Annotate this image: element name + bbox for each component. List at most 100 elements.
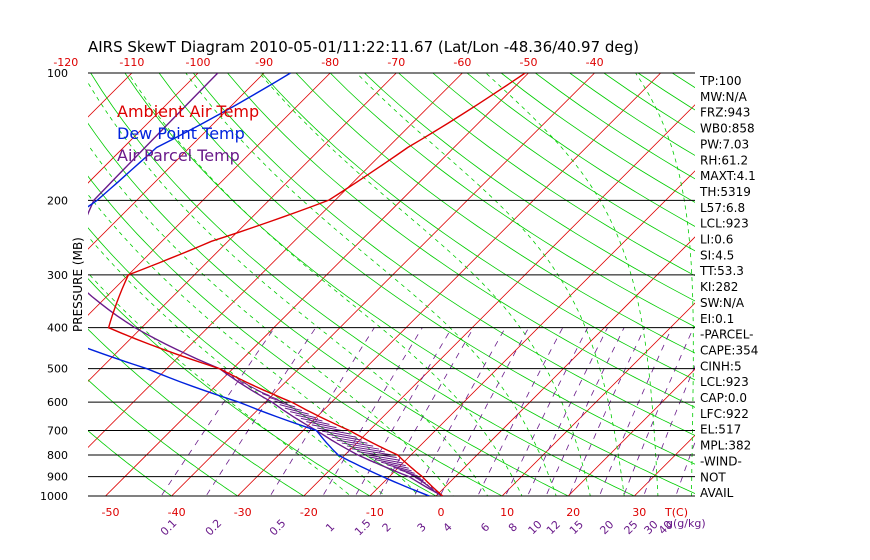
dry-adiabat-line <box>88 328 305 496</box>
hatch-mark <box>279 404 303 412</box>
stat-line: CINH:5 <box>700 359 742 373</box>
stat-line: FRZ:943 <box>700 106 750 120</box>
isotherm-line <box>435 236 695 496</box>
moist-adiabat-line <box>185 73 557 496</box>
moist-adiabat-line <box>635 73 694 496</box>
stat-line: TH:5319 <box>699 185 751 199</box>
dry-adiabat-line <box>364 73 695 302</box>
mixing-ratio-line <box>527 327 608 496</box>
mixing-ratio-line <box>623 327 694 496</box>
hatch-mark <box>326 433 362 441</box>
legend-entry: Dew Point Temp <box>117 124 245 143</box>
stat-line: MAXT:4.1 <box>700 169 756 183</box>
stat-line: EI:0.1 <box>700 312 734 326</box>
top-temp-tick-label: -70 <box>387 56 405 69</box>
mixing-ratio-tick-label: 1.5 <box>352 517 374 539</box>
stat-line: RH:61.2 <box>700 153 748 167</box>
mixing-ratio-tick-label: 0.1 <box>158 517 180 539</box>
top-temp-tick-label: -110 <box>119 56 144 69</box>
stat-line: CAP:0.0 <box>700 391 747 405</box>
mixing-ratio-tick-label: 20 <box>597 518 616 537</box>
top-temp-tick-label: -90 <box>255 56 273 69</box>
pressure-tick-label: 1000 <box>40 490 68 503</box>
mixing-ratio-line <box>354 327 453 496</box>
isotherm-line <box>88 73 331 316</box>
stat-line: LFC:922 <box>700 407 749 421</box>
pressure-tick-label: 500 <box>47 363 68 376</box>
top-temp-tick-label: -60 <box>453 56 471 69</box>
mixing-ratio-tick-label: 4 <box>441 520 455 534</box>
pressure-tick-label: 400 <box>47 322 68 335</box>
hatch-mark <box>306 421 337 429</box>
moist-adiabat-line <box>88 235 386 496</box>
mixing-ratio-tick-label: 15 <box>567 518 586 537</box>
pressure-tick-label: 300 <box>47 269 68 282</box>
moist-adiabat-line <box>88 193 420 496</box>
bottom-temp-tick-label: -20 <box>300 506 318 519</box>
mixing-ratio-line <box>205 327 317 496</box>
bottom-temp-tick-label: 20 <box>566 506 580 519</box>
hatch-mark <box>311 424 344 432</box>
stat-line: LCL:923 <box>700 217 749 231</box>
moist-adiabat-line <box>485 73 659 496</box>
hatch-mark <box>410 474 424 482</box>
bottom-temp-tick-label: -50 <box>102 506 120 519</box>
mixing-ratio-tick-label: 6 <box>478 520 492 534</box>
top-temp-tick-label: -40 <box>586 56 604 69</box>
pressure-tick-label: 700 <box>47 424 68 437</box>
dry-adiabat-line <box>192 73 695 436</box>
isotherm-line <box>171 73 595 496</box>
stat-line: SW:N/A <box>700 296 745 310</box>
mixing-ratio-tick-label: 25 <box>622 518 641 537</box>
bottom-temp-tick-label: -10 <box>366 506 384 519</box>
pressure-tick-label: 600 <box>47 396 68 409</box>
mixing-ratio-line <box>439 327 529 496</box>
hatch-mark <box>341 442 380 450</box>
bottom-temp-tick-label: -30 <box>234 506 252 519</box>
dry-adiabat-line <box>398 73 695 277</box>
hatch-mark <box>346 445 385 453</box>
mixing-ratio-tick-label: 0.2 <box>203 517 225 539</box>
moist-adiabat-line <box>127 73 523 496</box>
isotherm-line <box>567 368 695 496</box>
hatch-mark <box>300 417 330 425</box>
stat-line: SI:4.5 <box>700 248 734 262</box>
moist-adiabat-line <box>88 144 454 496</box>
profile-series <box>88 73 526 496</box>
series-line <box>88 73 443 496</box>
dry-adiabat-line <box>88 430 173 496</box>
legend-entry: Air Parcel Temp <box>117 146 240 165</box>
dry-adiabat-line <box>88 122 570 496</box>
stat-line: L57:6.8 <box>700 201 745 215</box>
dry-adiabat-line <box>90 73 636 496</box>
mixing-ratio-tick-label: 10 <box>526 518 545 537</box>
isotherm-line <box>88 73 265 250</box>
dry-adiabat-line <box>432 73 695 252</box>
chart-title: AIRS SkewT Diagram 2010-05-01/11:22:11.6… <box>88 38 639 56</box>
top-temp-tick-label: -100 <box>186 56 211 69</box>
isotherm-line <box>303 104 695 496</box>
mixing-ratio-line <box>322 327 423 496</box>
mixing-ratio-line <box>505 327 588 496</box>
hatch-mark <box>374 459 406 467</box>
isotherm-line <box>758 73 870 505</box>
moist-adiabat-line <box>356 73 625 496</box>
bottom-temp-tick-label: 0 <box>438 506 445 519</box>
hatch-mark <box>331 436 368 444</box>
moist-adiabat-line <box>88 272 352 496</box>
y-axis-label: PRESSURE (MB) <box>71 237 85 332</box>
stat-line: TP:100 <box>699 74 742 88</box>
mixing-ratio-line <box>598 327 673 496</box>
hatch-mark <box>368 456 403 464</box>
stat-line: MW:N/A <box>700 90 748 104</box>
series-line <box>107 73 526 496</box>
dry-adiabat-line <box>227 73 695 408</box>
mixing-ratio-line <box>378 327 474 496</box>
hatch-mark <box>317 427 351 435</box>
dry-adiabat-line <box>329 73 695 328</box>
pressure-tick-label: 900 <box>47 471 68 484</box>
hatch-mark <box>255 389 270 397</box>
isotherm-line <box>501 302 695 496</box>
mixing-ratio-line <box>545 327 625 496</box>
mixing-ratio-line <box>477 327 564 496</box>
